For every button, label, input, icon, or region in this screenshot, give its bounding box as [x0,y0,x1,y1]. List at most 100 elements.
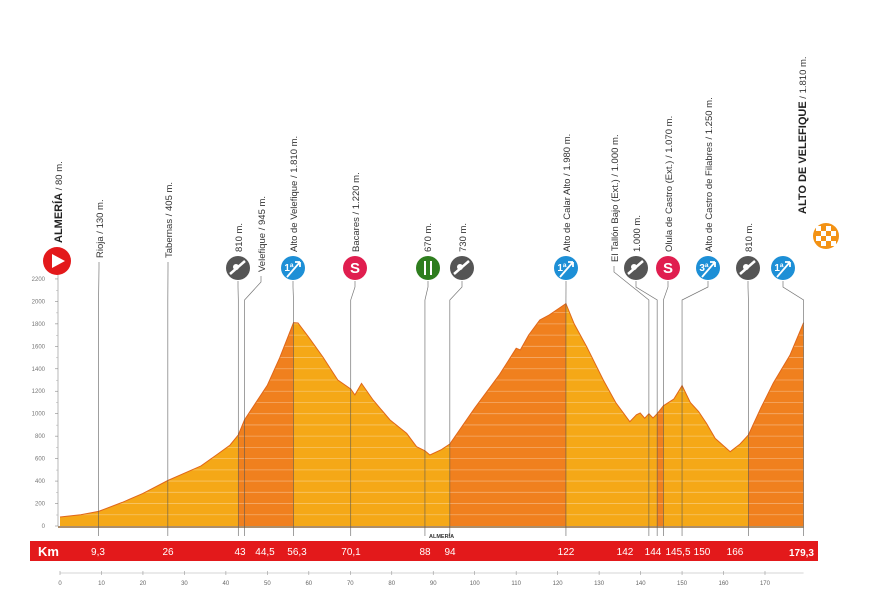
x-tick-label: 10 [98,581,105,587]
y-tick-label: 0 [42,524,46,530]
waypoint-line [244,276,262,536]
climb-1a-icon: 1ª [281,256,305,280]
start-icon [43,247,71,275]
cb-icon [450,256,474,280]
km-bar-value: 142 [617,547,634,558]
km-bar-value: 26 [162,547,174,558]
x-tick-label: 150 [677,581,688,587]
x-tick-label: 50 [264,581,271,587]
climb-section [449,303,566,526]
y-tick-label: 2000 [32,299,46,305]
checker [831,231,836,236]
climb-3a-icon: 3ª [696,256,720,280]
waypoint-label: Bacares / 1.220 m. [351,172,362,252]
feed-zone-icon [416,256,440,280]
waypoint-name: / 1.810 m. [798,56,809,101]
arrow [776,261,791,278]
dot [233,264,239,270]
x-tick-label: 30 [181,581,188,587]
climb-section [238,303,294,526]
arrow [559,261,574,278]
y-tick-label: 2200 [32,277,46,283]
cb-icon [624,256,648,280]
km-bar-title: Km [38,544,59,559]
y-tick-label: 200 [35,502,46,508]
km-bar-value: 144 [645,547,662,558]
waypoint-label: Rioja / 130 m. [95,199,106,258]
x-tick-label: 0 [58,581,62,587]
y-tick-label: 400 [35,479,46,485]
km-bar-value: 88 [419,547,431,558]
arrow [286,261,301,278]
x-tick-label: 40 [223,581,230,587]
climb-section [657,303,664,526]
checker [826,236,831,241]
profile-outline [59,302,805,518]
waypoint-line [613,266,650,536]
x-tick-label: 70 [347,581,354,587]
km-bar-value: 70,1 [341,547,361,558]
x-tick-label: 60 [305,581,312,587]
km-bar-value: 122 [558,547,575,558]
km-bar-value: 43 [234,547,246,558]
waypoint-line [635,281,658,536]
climb-1a-icon: 1ª [771,256,795,280]
climb-category: 1ª [774,263,784,274]
finish-icon [813,223,839,249]
cb-icon [736,256,760,280]
climb-category: 1ª [284,263,294,274]
waypoint-label: Olula de Castro (Ext.) / 1.070 m. [664,116,675,252]
waypoint-name: Alto de Castro de Filabres / 1.250 m. [704,97,715,252]
y-tick-label: 1200 [32,389,46,395]
icon-circle [416,256,440,280]
icon-circle [343,256,367,280]
waypoint-label: Alto de Castro de Filabres / 1.250 m. [704,97,715,252]
waypoint-label: ALTO DE VELEFIQUE / 1.810 m. [797,56,809,214]
waypoint-label: Alto de Velefique / 1.810 m. [289,136,300,252]
waypoint-name: 810 m. [744,223,755,252]
waypoint-name: 1.000 m. [632,215,643,252]
checker [831,241,836,246]
y-tick-label: 800 [35,434,46,440]
x-tick-label: 120 [553,581,564,587]
cb-icon [226,256,250,280]
y-tick-label: 600 [35,457,46,463]
waypoint-label: 1.000 m. [632,215,643,252]
waypoint-line [782,281,804,536]
checker [821,231,826,236]
waypoint-label: Tabernas / 405 m. [164,182,175,258]
waypoint-label: 730 m. [458,223,469,252]
waypoint-name: 730 m. [458,223,469,252]
waypoint-label: ALMERÍA / 80 m. [52,161,65,243]
waypoint-label: 670 m. [423,223,434,252]
climb-1a-icon: 1ª [554,256,578,280]
waypoint-line [449,281,463,536]
y-tick-label: 1800 [32,322,46,328]
waypoint-name: Bacares / 1.220 m. [351,172,362,252]
y-tick-label: 1000 [32,412,46,418]
waypoint-name: El Tallón Bajo (Ext.) / 1.000 m. [610,134,621,262]
waypoint-name: / 80 m. [54,161,65,193]
waypoint-label: 810 m. [234,223,245,252]
x-tick-label: 110 [511,581,521,587]
arrow [701,261,716,278]
sprint-letter: S [350,260,360,277]
waypoint-name: 810 m. [234,223,245,252]
y-tick-label: 1400 [32,367,46,373]
waypoint-name: Alto de Calar Alto / 1.980 m. [562,134,573,252]
x-tick-label: 170 [760,581,771,587]
km-bar-value: 44,5 [255,547,275,558]
waypoint-label: Alto de Calar Alto / 1.980 m. [562,134,573,252]
climb-category: 3ª [699,263,709,274]
waypoint-name: Alto de Velefique / 1.810 m. [289,136,300,252]
checker [816,226,821,231]
waypoint-name-bold: ALMERÍA [52,193,65,243]
waypoint-line [681,281,709,536]
x-tick-label: 90 [430,581,437,587]
km-bar-value: 56,3 [287,547,307,558]
area-label: ALMERÍA [429,532,454,540]
climb-category: 1ª [557,263,567,274]
waypoint-name: 670 m. [423,223,434,252]
dot [743,264,749,270]
km-bar-value: 94 [444,547,456,558]
